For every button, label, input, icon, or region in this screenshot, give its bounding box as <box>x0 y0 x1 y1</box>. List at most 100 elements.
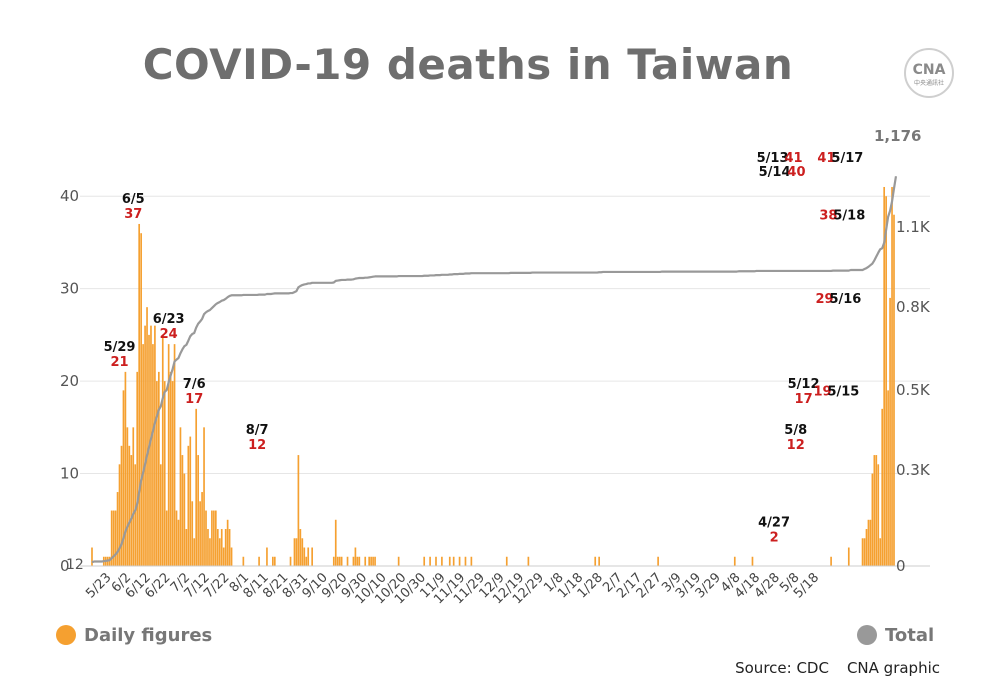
daily-bar <box>146 307 148 566</box>
cna-logo: CNA 中央通訊社 <box>904 48 954 98</box>
daily-bar <box>216 529 219 566</box>
daily-bar <box>891 186 893 567</box>
daily-bar <box>116 492 119 566</box>
daily-bar <box>150 325 152 566</box>
daily-bar <box>885 196 887 566</box>
daily-bar <box>197 455 199 566</box>
daily-bar <box>865 529 868 566</box>
daily-bar <box>370 556 372 566</box>
daily-bar <box>733 556 736 566</box>
daily-bar <box>871 473 874 566</box>
annotation-value: 19 <box>813 384 831 399</box>
daily-bar <box>311 547 313 566</box>
daily-bar <box>295 538 298 566</box>
gridlines <box>80 195 930 475</box>
daily-bar <box>130 455 133 566</box>
logo-subtext: 中央通訊社 <box>914 79 944 87</box>
daily-bar <box>452 556 455 566</box>
daily-bar <box>299 529 302 566</box>
daily-bar <box>195 408 198 566</box>
daily-bar <box>112 510 115 566</box>
daily-bar <box>441 556 443 566</box>
daily-bar <box>289 556 292 566</box>
daily-bar <box>181 455 184 566</box>
daily-bar <box>458 556 461 566</box>
daily-bar <box>861 538 864 566</box>
daily-bar <box>505 556 508 566</box>
daily-bar <box>163 381 166 566</box>
annotation-value: 41 <box>784 151 802 166</box>
daily-bar <box>751 556 754 566</box>
daily-bar <box>165 510 168 566</box>
daily-bar <box>338 556 341 566</box>
legend-total: Total <box>857 624 934 646</box>
total-end-label: 1,176 <box>874 127 921 145</box>
daily-bar <box>470 556 473 566</box>
y-tick-label-right: 1.1K <box>896 218 931 236</box>
y-tick-label-left: 20 <box>60 372 79 390</box>
daily-bar <box>138 223 141 566</box>
daily-bar <box>201 492 203 566</box>
daily-bar <box>307 547 310 566</box>
daily-bar <box>132 427 135 566</box>
source-text: Source: CDC <box>735 659 829 677</box>
daily-bar <box>185 529 188 566</box>
daily-bar <box>657 556 659 566</box>
y-tick-label-left: 40 <box>60 187 79 205</box>
daily-bar <box>159 464 162 566</box>
daily-bar <box>429 556 431 566</box>
chart-title: COVID-19 deaths in Taiwan <box>142 40 794 89</box>
daily-bars <box>91 186 895 567</box>
annotation-date: 4/27 <box>758 516 790 531</box>
daily-bar <box>242 556 245 566</box>
annotations: 121,1765/29216/5376/23247/6178/7124/2725… <box>66 127 921 573</box>
daily-bar <box>128 445 131 566</box>
y-tick-label-left: 0 <box>60 557 70 575</box>
daily-bar <box>830 556 832 566</box>
daily-bar <box>207 529 209 566</box>
daily-bar <box>179 427 182 566</box>
annotation-value: 17 <box>795 392 813 407</box>
daily-bar <box>140 233 142 566</box>
daily-bar <box>334 519 337 566</box>
daily-bar <box>397 556 400 566</box>
daily-bar <box>134 464 137 566</box>
y-tick-label-left: 30 <box>60 280 79 298</box>
annotation-date: 7/6 <box>183 377 206 392</box>
daily-bar <box>423 556 426 566</box>
daily-bar <box>863 538 866 566</box>
annotation-date: 8/7 <box>246 423 269 438</box>
daily-bar <box>847 547 850 566</box>
daily-bar <box>124 371 127 566</box>
daily-bar <box>301 538 304 566</box>
daily-bar <box>114 510 117 566</box>
daily-bar <box>152 344 154 566</box>
total-start-label: 12 <box>66 557 84 573</box>
daily-bar <box>193 538 196 566</box>
daily-bar <box>340 556 343 566</box>
annotation-date: 5/15 <box>827 384 859 399</box>
annotation-date: 5/16 <box>829 292 861 307</box>
daily-bar <box>883 186 886 567</box>
annotation-value: 40 <box>787 165 805 180</box>
daily-bar <box>136 371 139 566</box>
daily-bar <box>594 556 597 566</box>
daily-bar <box>352 556 355 566</box>
annotation-date: 6/5 <box>122 192 145 207</box>
annotation-value: 38 <box>819 209 837 224</box>
daily-bar <box>356 556 359 566</box>
annotation-date: 5/12 <box>788 377 820 392</box>
annotation-value: 12 <box>787 438 805 453</box>
legend-daily: Daily figures <box>56 624 212 646</box>
daily-bar <box>881 408 884 566</box>
daily-bar <box>108 556 111 566</box>
daily-bar <box>205 510 207 566</box>
total-line-layer <box>91 176 898 564</box>
daily-bar <box>332 556 335 566</box>
daily-bar <box>91 547 93 566</box>
daily-bar <box>211 510 213 566</box>
daily-bar <box>228 529 231 566</box>
daily-bar <box>598 556 600 566</box>
daily-bar <box>142 344 144 566</box>
annotation-date: 6/23 <box>153 312 185 327</box>
